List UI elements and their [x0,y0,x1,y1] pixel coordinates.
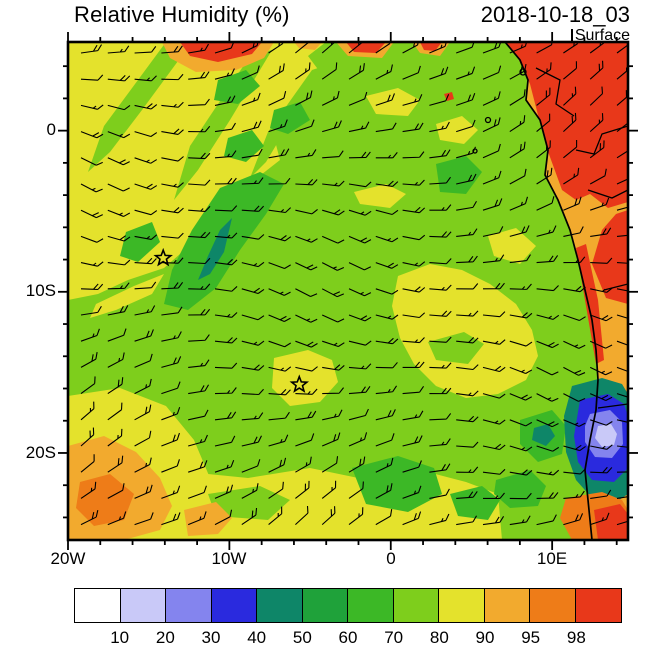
map-frame [66,40,630,542]
country-borders-layer [535,67,628,409]
colorbar-box [301,588,349,623]
station-markers-layer [153,247,310,393]
wind-barbs-layer [80,42,628,526]
colorbar-labels: 10 20 30 40 50 60 70 80 90 95 98 [74,628,622,650]
colorbar-box [438,588,486,623]
x-axis-label-10w: 10W [211,549,247,568]
colorbar [74,588,622,623]
station-marker-icon [153,247,173,267]
colorbar-box [210,588,258,623]
colorbar-level-label: 20 [155,628,175,647]
station-marker-icon [289,374,310,393]
x-axis-label-20w: 20W [50,549,86,568]
y-axis-label-20s: 20S [25,443,56,462]
colorbar-level-label: 98 [566,628,586,647]
colorbar-box [574,588,622,623]
colorbar-box [392,588,440,623]
colorbar-level-label: 50 [292,628,312,647]
colorbar-level-label: 95 [521,628,541,647]
y-axis-label-10s: 10S [25,281,56,300]
colorbar-box [256,588,304,623]
colorbar-level-label: 10 [110,628,130,647]
y-axis-label-0: 0 [46,120,56,139]
colorbar-level-label: 30 [201,628,221,647]
x-axis-label-10e: 10E [536,549,568,568]
chart-title: Relative Humidity (%) [74,2,290,27]
colorbar-level-label: 60 [338,628,358,647]
colorbar-box [529,588,577,623]
chart-datetime: 2018-10-18_03 [480,2,630,27]
colorbar-box [119,588,167,623]
colorbar-level-label: 40 [247,628,267,647]
colorbar-level-label: 70 [384,628,404,647]
map-clipped-content [68,42,628,540]
x-axis-label-0: 0 [386,549,396,568]
colorbar-box [483,588,531,623]
humidity-fill-layer [68,42,628,540]
level-tick-icon [570,29,573,43]
colorbar-box [347,588,395,623]
colorbar-level-label: 80 [429,628,449,647]
colorbar-level-label: 90 [475,628,495,647]
colorbar-box [165,588,213,623]
colorbar-box [74,588,122,623]
map-panel [58,32,638,550]
